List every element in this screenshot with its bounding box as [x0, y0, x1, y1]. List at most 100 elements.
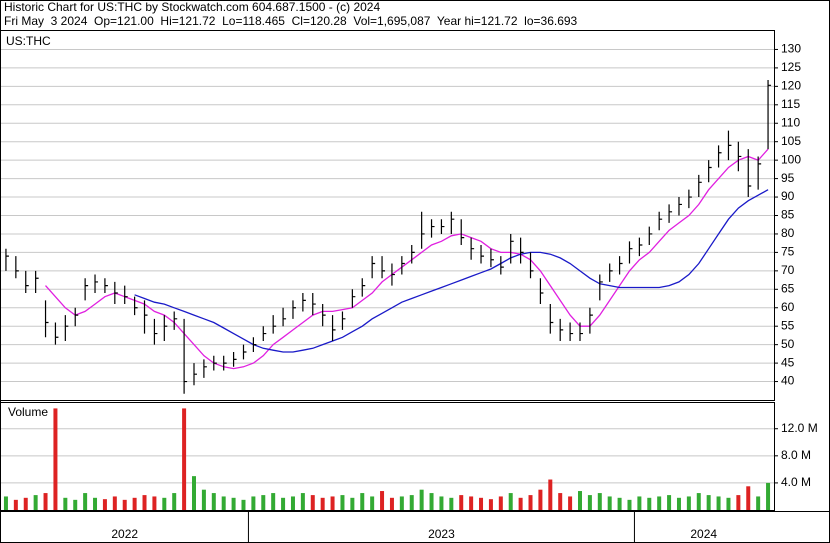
chart-subtitle: Fri May 3 2024 Op=121.00 Hi=121.72 Lo=11…	[4, 14, 578, 28]
price-bar	[717, 145, 722, 168]
volume-bar	[518, 497, 523, 510]
symbol-label: US:THC	[6, 34, 51, 48]
price-bar	[114, 281, 118, 305]
volume-bar	[696, 493, 701, 510]
moving-average	[134, 189, 769, 353]
price-bar	[668, 204, 673, 223]
price-bar	[618, 256, 623, 275]
y-tick-label: 85	[781, 208, 795, 222]
price-bar	[549, 304, 554, 334]
x-tick-label: 2024	[690, 527, 717, 541]
volume-bar	[766, 482, 771, 510]
price-bar	[134, 296, 138, 316]
price-bar	[341, 311, 346, 330]
y-tick-label: 80	[781, 226, 795, 240]
y-tick-label: 90	[781, 189, 795, 203]
volume-bar	[122, 499, 127, 510]
price-bar	[520, 237, 524, 264]
y-tick-label: 4.0 M	[781, 475, 811, 489]
price-bar	[480, 245, 485, 264]
price-bar	[510, 233, 514, 264]
price-bar	[183, 318, 188, 394]
price-bar	[430, 219, 435, 238]
volume-bar	[657, 496, 662, 510]
price-bar	[658, 211, 663, 231]
volume-panel	[0, 402, 775, 511]
price-bar	[5, 248, 9, 271]
volume-bar	[488, 499, 493, 510]
y-tick-label: 75	[781, 245, 795, 259]
y-tick-label: 100	[781, 152, 801, 166]
price-bar	[292, 300, 296, 319]
y-tick-label: 12.0 M	[781, 421, 818, 435]
volume-bar	[241, 499, 246, 510]
volume-bar	[627, 499, 632, 510]
price-bar	[124, 285, 128, 305]
price-bar	[193, 363, 197, 386]
volume-bar	[93, 497, 98, 510]
volume-bar	[469, 496, 474, 510]
price-bar	[767, 80, 772, 150]
volume-bar	[360, 493, 365, 510]
volume-bar	[597, 493, 602, 510]
volume-bar	[380, 491, 385, 510]
price-bar	[529, 252, 534, 279]
volume-bar	[330, 496, 335, 510]
price-bar	[282, 307, 287, 327]
volume-bar	[310, 495, 315, 510]
price-bar	[490, 248, 494, 268]
price-bar	[74, 307, 79, 327]
volume-bar	[756, 496, 761, 510]
volume-bar	[558, 493, 563, 510]
volume-bar	[617, 497, 622, 510]
price-bar	[44, 300, 49, 338]
price-bar	[460, 219, 465, 246]
price-bar	[223, 355, 227, 371]
price-bar	[678, 197, 682, 216]
volume-bar	[281, 497, 286, 510]
volume-bar	[290, 496, 295, 510]
volume-bar	[459, 495, 464, 510]
price-bar	[153, 318, 158, 345]
volume-bar	[172, 493, 177, 510]
volume-bar	[449, 497, 454, 510]
volume-bar	[439, 496, 444, 510]
y-tick-label: 105	[781, 134, 801, 148]
price-bar	[727, 130, 732, 161]
volume-bar	[716, 496, 721, 510]
price-bar	[361, 278, 366, 297]
volume-bar	[479, 497, 484, 510]
volume-bar	[409, 495, 414, 510]
volume-bar	[736, 495, 741, 510]
chart-title: Historic Chart for US:THC by Stockwatch.…	[4, 0, 380, 14]
price-bar	[104, 278, 108, 293]
y-tick-label: 50	[781, 337, 795, 351]
volume-bar	[182, 408, 187, 510]
volume-bar	[221, 496, 226, 510]
y-tick-label: 40	[781, 374, 795, 388]
price-bar	[312, 292, 316, 316]
y-tick-label: 8.0 M	[781, 448, 811, 462]
volume-bar	[23, 497, 28, 510]
y-tick-label: 60	[781, 300, 795, 314]
price-bar	[391, 263, 395, 286]
price-bar	[599, 274, 603, 301]
volume-bar	[548, 479, 553, 510]
volume-bar	[192, 476, 196, 510]
price-bar	[500, 256, 504, 275]
price-bar	[381, 256, 386, 279]
volume-bar	[73, 499, 78, 510]
price-bar	[173, 311, 178, 330]
volume-bar	[498, 496, 503, 510]
price-bar	[579, 322, 583, 341]
price-bar	[757, 156, 762, 190]
price-bar	[252, 337, 257, 353]
price-bar	[54, 322, 59, 345]
volume-bar	[607, 496, 612, 510]
volume-bar	[578, 491, 582, 510]
volume-bar	[706, 495, 711, 510]
volume-bar	[389, 497, 394, 510]
volume-bar	[399, 496, 404, 510]
